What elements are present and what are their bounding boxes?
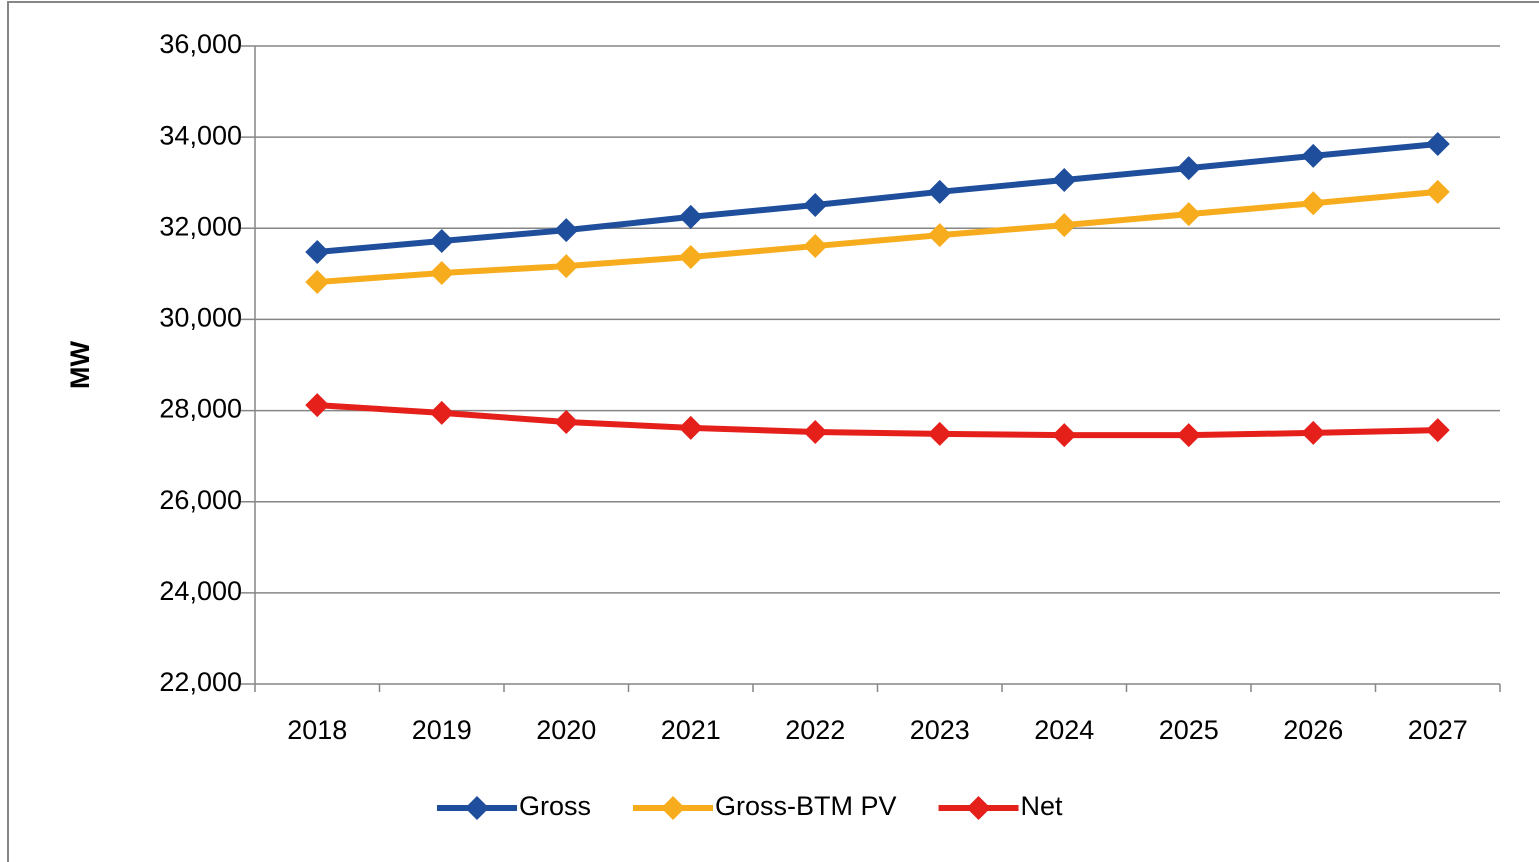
point-marker (554, 218, 579, 243)
y-tick-label: 30,000 (159, 303, 242, 333)
point-marker (1301, 191, 1326, 216)
point-marker (429, 229, 454, 254)
series-line (317, 402, 1438, 439)
point-marker (678, 415, 703, 440)
series-line (316, 140, 1439, 255)
point-marker (927, 179, 952, 204)
point-marker (429, 260, 454, 285)
point-marker (305, 393, 330, 418)
point-marker (305, 270, 330, 295)
y-tick-label: 26,000 (159, 485, 242, 515)
x-tick-label: 2026 (1283, 715, 1343, 745)
point-marker (429, 400, 454, 425)
point-marker (1301, 420, 1326, 445)
legend-label: Net (1021, 791, 1064, 821)
point-marker (678, 204, 703, 229)
y-tick-label: 28,000 (159, 394, 242, 424)
point-marker (1176, 423, 1201, 448)
point-marker (927, 223, 952, 248)
y-tick-label: 22,000 (159, 667, 242, 697)
legend-marker (465, 796, 489, 820)
y-tick-label: 36,000 (159, 29, 242, 59)
legend-label: Gross (519, 791, 591, 821)
x-tick-label: 2027 (1408, 715, 1468, 745)
point-marker (1425, 131, 1450, 156)
x-tick-label: 2025 (1159, 715, 1219, 745)
x-tick-label: 2023 (910, 715, 970, 745)
point-marker (678, 244, 703, 269)
point-marker (1425, 179, 1450, 204)
y-tick-label: 34,000 (159, 120, 242, 150)
point-marker (803, 234, 828, 259)
y-axis-label: MW (65, 341, 95, 389)
chart-border (7, 1, 1539, 862)
point-marker (803, 419, 828, 444)
point-marker (1176, 156, 1201, 181)
series-line (317, 188, 1439, 286)
legend-marker (661, 796, 686, 820)
y-tick-label: 32,000 (159, 211, 242, 241)
point-marker (1425, 418, 1450, 443)
point-marker (1301, 143, 1326, 168)
x-tick-label: 2022 (785, 715, 845, 745)
point-marker (1052, 213, 1077, 238)
point-marker (554, 409, 579, 434)
point-marker (803, 193, 828, 218)
x-tick-label: 2018 (287, 715, 347, 745)
x-tick-label: 2024 (1034, 715, 1094, 745)
point-marker (1052, 167, 1077, 192)
legend-label: Gross-BTM PV (715, 791, 897, 821)
point-marker (554, 254, 579, 279)
legend-marker (966, 796, 991, 820)
point-marker (1052, 423, 1077, 448)
point-marker (305, 239, 330, 264)
point-marker (1176, 202, 1201, 227)
x-tick-label: 2020 (536, 715, 596, 745)
x-tick-label: 2021 (661, 715, 721, 745)
x-tick-label: 2019 (412, 715, 472, 745)
point-marker (927, 421, 952, 446)
y-tick-label: 24,000 (159, 576, 242, 606)
